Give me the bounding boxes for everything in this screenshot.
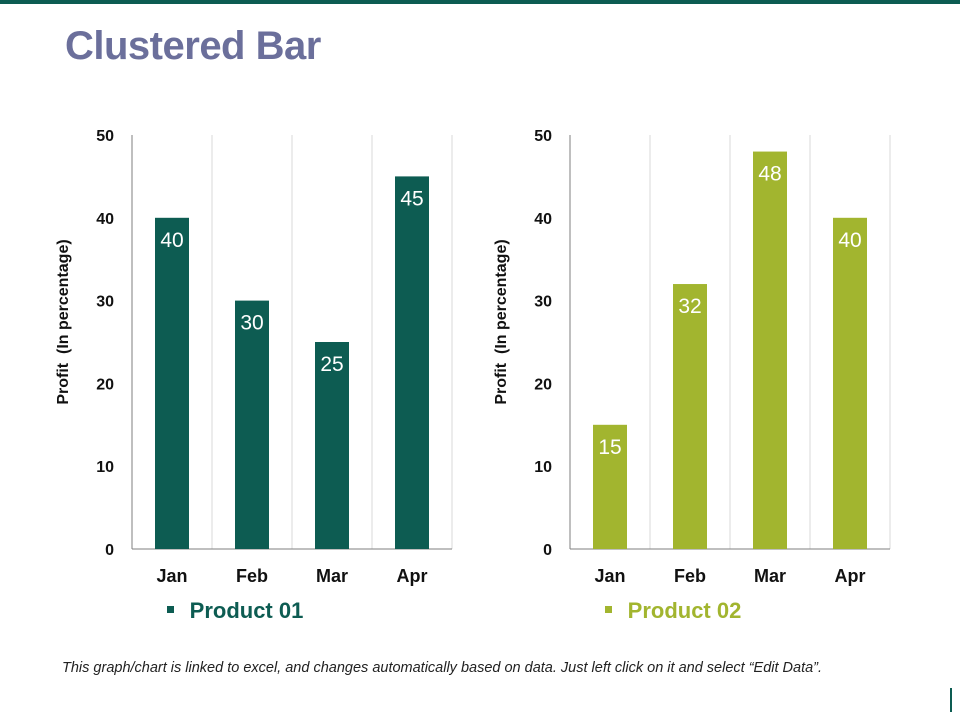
data-label: 15 xyxy=(598,436,621,459)
y-axis-title: Profit (In percentage) xyxy=(55,239,72,404)
bar-feb-product-01[interactable] xyxy=(235,300,269,549)
y-tick-label: 50 xyxy=(534,128,552,145)
chart-product-01[interactable]: 0 10 20 30 40 50 Profit (In percentage) 40 Jan 30… xyxy=(20,120,453,640)
bar-feb-product-02[interactable] xyxy=(673,284,707,549)
bar-jan-product-02[interactable] xyxy=(593,424,627,549)
bar-apr-product-02[interactable] xyxy=(833,217,867,550)
y-tick-label: 50 xyxy=(96,128,114,145)
y-tick-label: 20 xyxy=(96,376,114,393)
x-category-label: Apr xyxy=(397,566,428,586)
legend-product-01[interactable]: Product 01 xyxy=(20,598,450,624)
y-tick-label: 40 xyxy=(534,211,552,228)
bar-jan-product-01[interactable] xyxy=(155,217,189,550)
y-tick-label: 10 xyxy=(96,459,114,476)
chart-plot-product-01: 0 10 20 30 40 50 Profit (In percentage) 40 Jan 30… xyxy=(55,128,453,586)
chart-product-02[interactable]: 0 10 20 30 40 50 Profit (In percentage) 15 Jan 32… xyxy=(458,120,891,640)
top-accent-bar xyxy=(0,0,960,4)
x-category-label: Apr xyxy=(835,566,866,586)
y-tick-label: 40 xyxy=(96,211,114,228)
legend-product-02[interactable]: Product 02 xyxy=(458,598,888,624)
chart-plot-product-02: 0 10 20 30 40 50 Profit (In percentage) 15 Jan 32… xyxy=(493,128,891,586)
bar-mar-product-01[interactable] xyxy=(315,342,349,549)
y-axis-title: Profit (In percentage) xyxy=(493,239,510,404)
data-label: 48 xyxy=(758,163,781,186)
data-label: 45 xyxy=(400,187,423,210)
bar-apr-product-01[interactable] xyxy=(395,176,429,549)
data-label: 25 xyxy=(320,353,343,376)
bar-mar-product-02[interactable] xyxy=(753,151,787,549)
y-tick-label: 30 xyxy=(534,294,552,311)
legend-label-product-01: Product 01 xyxy=(189,598,304,623)
legend-marker-product-02 xyxy=(604,605,612,613)
y-tick-label: 20 xyxy=(534,376,552,393)
data-label: 40 xyxy=(160,229,183,252)
legend-label-product-02: Product 02 xyxy=(627,598,742,623)
y-tick-label: 10 xyxy=(534,459,552,476)
footnote: This graph/chart is linked to excel, and… xyxy=(62,660,823,676)
x-category-label: Mar xyxy=(316,566,348,586)
y-tick-label: 0 xyxy=(105,542,114,559)
x-category-label: Mar xyxy=(754,566,786,586)
y-tick-label: 0 xyxy=(543,542,552,559)
x-category-label: Jan xyxy=(594,566,625,586)
data-label: 32 xyxy=(678,295,701,318)
page-title: Clustered Bar xyxy=(65,24,321,68)
data-label: 30 xyxy=(240,312,263,335)
x-category-label: Feb xyxy=(236,566,268,586)
x-category-label: Feb xyxy=(674,566,706,586)
x-category-label: Jan xyxy=(156,566,187,586)
legend-marker-product-01 xyxy=(166,605,174,613)
data-label: 40 xyxy=(838,229,861,252)
corner-accent-mark xyxy=(950,688,952,712)
y-tick-label: 30 xyxy=(96,294,114,311)
